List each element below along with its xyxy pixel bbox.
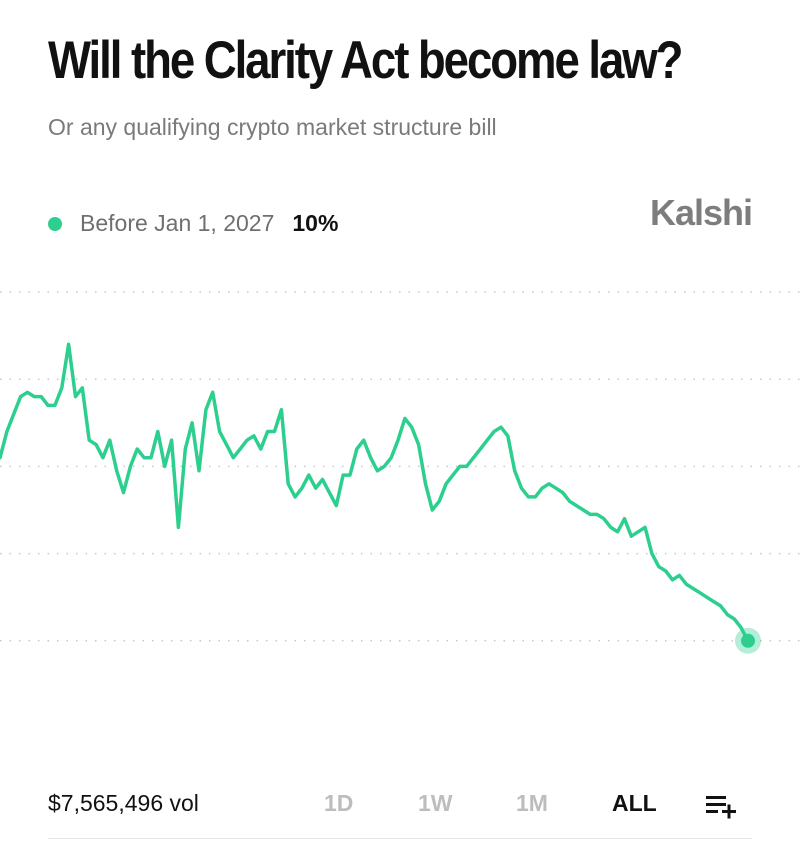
chart-legend: Before Jan 1, 2027 10%	[48, 210, 338, 237]
page-title: Will the Clarity Act become law?	[48, 31, 684, 90]
range-1m-button[interactable]: 1M	[516, 790, 548, 816]
range-1d-button[interactable]: 1D	[324, 790, 354, 816]
price-chart[interactable]	[0, 270, 800, 750]
legend-series-value: 10%	[292, 210, 339, 236]
chart-footer: $7,565,496 vol 1D 1W 1M ALL	[0, 780, 800, 830]
range-all-button[interactable]: ALL	[612, 790, 657, 816]
legend-series-label: Before Jan 1, 2027	[80, 210, 275, 236]
volume-label: $7,565,496 vol	[48, 790, 199, 816]
list-add-icon[interactable]	[704, 792, 740, 820]
current-point-marker	[741, 633, 755, 648]
page-subtitle: Or any qualifying crypto market structur…	[48, 114, 497, 140]
range-1w-button[interactable]: 1W	[418, 790, 453, 816]
legend-series-dot	[48, 216, 62, 231]
bottom-divider	[48, 838, 752, 839]
series-line	[0, 342, 750, 643]
kalshi-logo: Kalshi	[649, 192, 753, 233]
